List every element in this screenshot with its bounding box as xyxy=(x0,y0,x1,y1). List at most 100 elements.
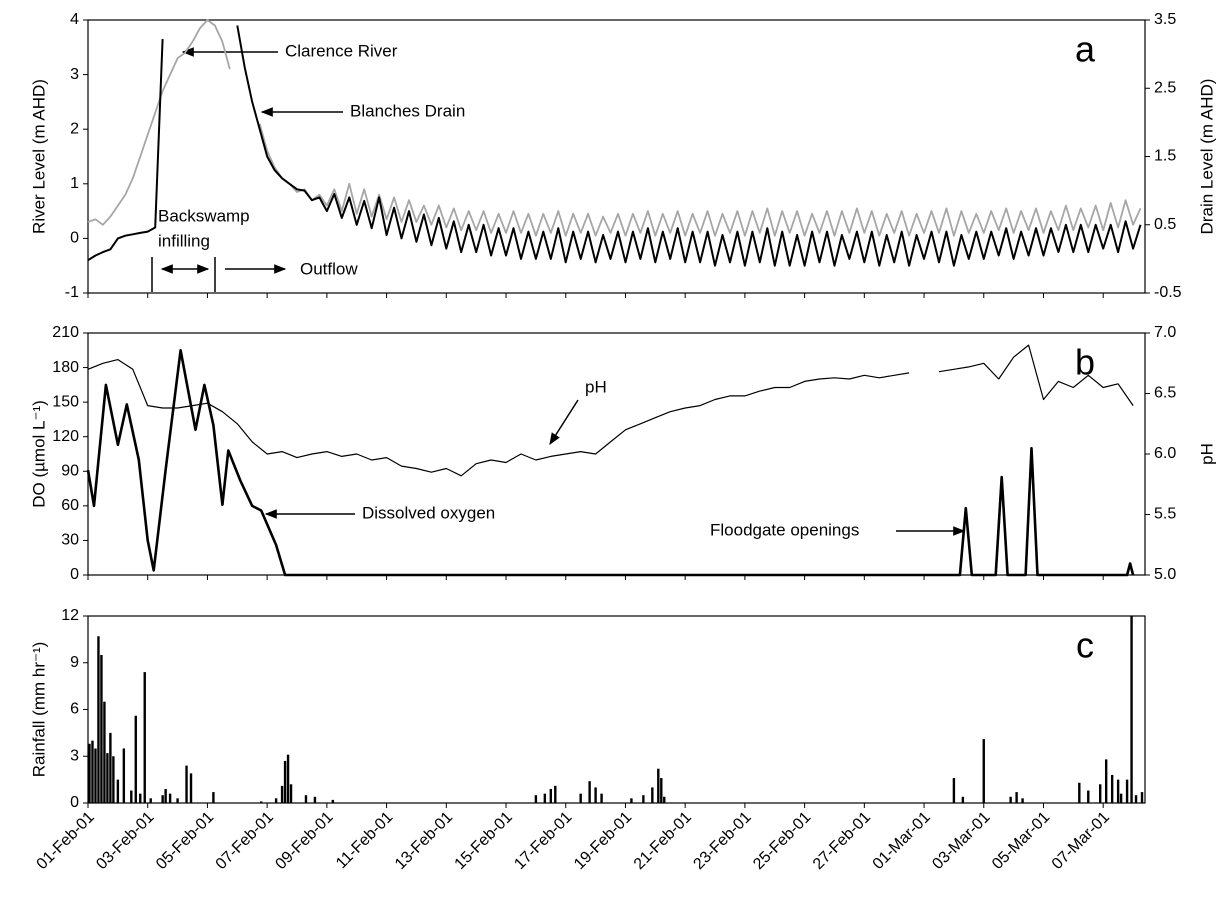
bar xyxy=(651,787,654,803)
bar xyxy=(97,636,100,803)
bar xyxy=(280,785,284,803)
y2-tick-label: 6.0 xyxy=(1154,445,1176,462)
series-line xyxy=(87,25,1142,267)
bar xyxy=(549,788,553,803)
x-tick-label: 07-Mar-01 xyxy=(1049,809,1113,873)
y2-tick-label: 5.5 xyxy=(1154,506,1176,523)
bar xyxy=(189,773,193,803)
x-tick-label: 07-Feb-01 xyxy=(213,809,277,873)
x-tick-label: 25-Feb-01 xyxy=(750,809,814,873)
bar xyxy=(1125,779,1129,803)
bar xyxy=(1110,774,1114,803)
y-axis-label: DO (µmol L⁻¹) xyxy=(29,400,48,508)
x-tick-label: 05-Feb-01 xyxy=(153,809,217,873)
bar xyxy=(663,796,666,803)
bar xyxy=(1078,782,1081,803)
arrows xyxy=(151,47,966,536)
bar xyxy=(982,739,985,803)
bar xyxy=(286,754,290,803)
bar xyxy=(331,799,335,803)
plot-frame xyxy=(87,332,1146,576)
y2-tick-label: 3.5 xyxy=(1154,11,1176,28)
x-tick-label: 05-Mar-01 xyxy=(989,809,1053,873)
y-tick-label: 120 xyxy=(52,428,79,445)
y-tick-label: 6 xyxy=(70,701,79,718)
series-name: pH xyxy=(585,377,607,396)
annotation: infilling xyxy=(158,231,210,250)
x-tick-label: 03-Feb-01 xyxy=(93,809,157,873)
y-tick-label: 90 xyxy=(61,463,79,480)
bar xyxy=(109,732,112,803)
x-tick-label: 21-Feb-01 xyxy=(631,809,695,873)
bar xyxy=(130,790,133,803)
bar xyxy=(274,798,278,803)
series-name: Blanches Drain xyxy=(350,101,465,120)
y-tick-label: 0 xyxy=(70,794,79,811)
bar xyxy=(1021,798,1024,803)
y-tick-label: 2 xyxy=(70,120,79,137)
bar xyxy=(283,760,287,803)
y2-tick-label: 5.0 xyxy=(1154,566,1176,583)
bar xyxy=(164,788,167,803)
y-axis-label: Rainfall (mm hr⁻¹) xyxy=(29,642,48,778)
y-tick-label: 4 xyxy=(70,11,79,28)
panel-label: a xyxy=(1075,29,1096,70)
bar xyxy=(259,801,263,803)
bar xyxy=(600,793,603,803)
x-tick-label: 19-Feb-01 xyxy=(571,809,635,873)
bar xyxy=(952,778,956,803)
bar xyxy=(168,793,172,803)
bar xyxy=(149,798,152,803)
x-tick-label: 23-Feb-01 xyxy=(690,809,754,873)
panel-label: c xyxy=(1076,625,1094,666)
x-tick-label: 13-Feb-01 xyxy=(392,809,456,873)
bar xyxy=(1134,795,1138,803)
bar xyxy=(116,779,120,803)
bar xyxy=(579,793,582,803)
bar xyxy=(143,672,146,803)
bar xyxy=(657,768,660,803)
y-tick-label: 210 xyxy=(52,324,79,341)
bar xyxy=(161,795,164,803)
bar xyxy=(1009,796,1012,803)
bar xyxy=(112,756,115,803)
bar xyxy=(122,748,126,803)
bar xyxy=(961,796,965,803)
y-tick-label: 12 xyxy=(61,607,79,624)
y-tick-label: 3 xyxy=(70,747,79,764)
x-tick-label: 09-Feb-01 xyxy=(272,809,336,873)
x-tick-label: 17-Feb-01 xyxy=(511,809,575,873)
bar xyxy=(1130,616,1133,803)
y-tick-label: 9 xyxy=(70,654,79,671)
bar xyxy=(91,740,94,803)
bar xyxy=(94,748,97,803)
bar xyxy=(185,765,188,803)
bar xyxy=(588,781,591,803)
bar xyxy=(594,787,597,803)
bar xyxy=(1087,790,1090,803)
bar xyxy=(289,784,293,803)
series-line xyxy=(87,344,1134,477)
y2-tick-label: 7.0 xyxy=(1154,324,1176,341)
bar xyxy=(176,798,179,803)
y-axis-label: River Level (m AHD) xyxy=(29,79,48,234)
y-tick-label: 60 xyxy=(61,497,79,514)
bar xyxy=(1099,784,1102,803)
bar xyxy=(100,654,103,803)
bar xyxy=(554,785,557,803)
y2-tick-label: 2.5 xyxy=(1154,79,1176,96)
panel-label: b xyxy=(1075,342,1095,383)
series-line xyxy=(87,19,1142,237)
y-tick-label: 1 xyxy=(70,175,79,192)
series-name: Dissolved oxygen xyxy=(362,503,495,522)
bar xyxy=(212,792,215,803)
y-tick-label: 0 xyxy=(70,230,79,247)
annotation: Outflow xyxy=(300,259,358,278)
bar xyxy=(1116,779,1120,803)
y2-tick-label: 0.5 xyxy=(1154,216,1176,233)
x-tick-label: 01-Mar-01 xyxy=(870,809,934,873)
bar xyxy=(1119,793,1123,803)
bar xyxy=(139,793,142,803)
y2-axis-label: pH xyxy=(1197,443,1216,465)
